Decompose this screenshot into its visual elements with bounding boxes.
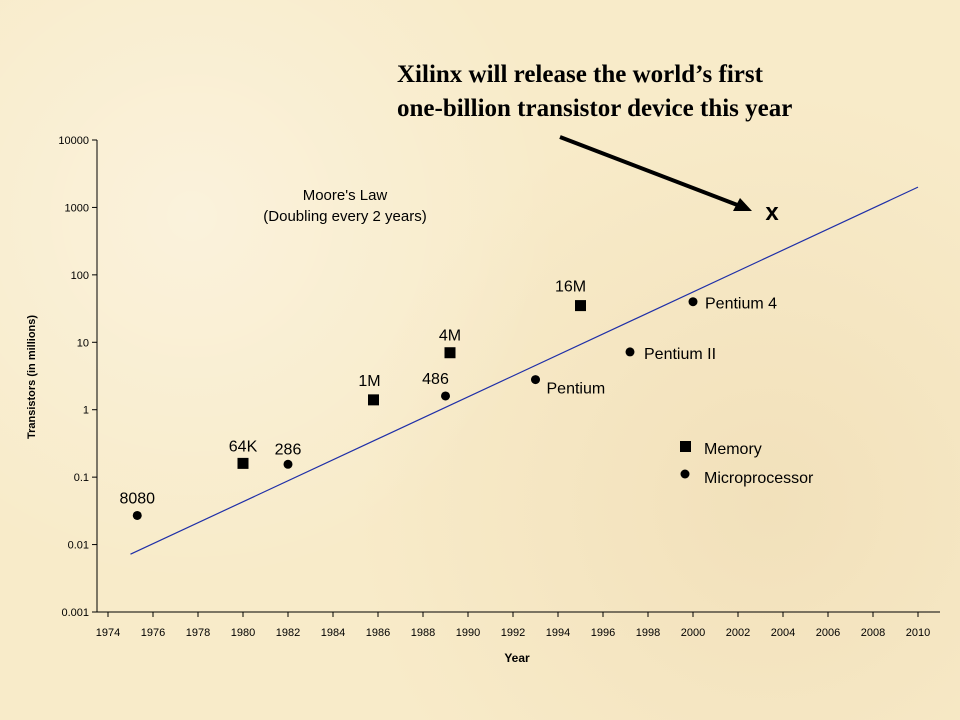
- x-tick-label: 2004: [771, 627, 795, 639]
- data-label: 286: [275, 441, 302, 458]
- y-tick-label: 1000: [65, 202, 89, 214]
- x-tick-label: 1982: [276, 627, 300, 639]
- x-tick-label: 1992: [501, 627, 525, 639]
- memory-point: [444, 347, 456, 359]
- data-labels: 64K 1M 4M 16M 8080 286 486 Pentium Pentium II Pen…: [119, 279, 777, 508]
- data-label: 1M: [358, 373, 380, 390]
- x-tick-label: 1998: [636, 627, 660, 639]
- microprocessor-point: [531, 375, 540, 385]
- chart-title: Moore's Law: [303, 187, 388, 204]
- y-tick-label: 0.01: [68, 540, 89, 552]
- headline: Xilinx will release the world’s first on…: [397, 58, 937, 126]
- data-marks: [132, 297, 698, 520]
- microprocessor-point: [283, 459, 293, 469]
- axes: [92, 139, 940, 617]
- y-tick-label: 0.001: [61, 607, 89, 619]
- x-tick-label: 1974: [96, 627, 120, 639]
- x-axis-label: Year: [504, 651, 530, 665]
- legend-memory-swatch: [680, 441, 691, 452]
- chart-subtitle: (Doubling every 2 years): [263, 208, 426, 225]
- projection-arrow: [559, 135, 752, 211]
- x-tick-label: 2002: [726, 627, 750, 639]
- legend-memory-label: Memory: [704, 441, 762, 458]
- data-label: 8080: [119, 490, 155, 507]
- x-tick-label: 1984: [321, 627, 345, 639]
- memory-point: [368, 394, 379, 406]
- microprocessor-point: [625, 347, 635, 357]
- x-tick-label: 1990: [456, 627, 480, 639]
- data-label: Pentium: [547, 381, 606, 398]
- projection-marker: x: [765, 199, 779, 226]
- x-tick-label: 1976: [141, 627, 165, 639]
- microprocessor-point: [132, 510, 142, 520]
- legend-microprocessor-swatch: [680, 469, 690, 479]
- y-tick-label: 10: [77, 337, 89, 349]
- y-axis-label: Transistors (in millions): [26, 315, 38, 439]
- y-tick-label: 100: [71, 270, 89, 282]
- x-tick-label: 1980: [231, 627, 255, 639]
- x-tick-label: 1994: [546, 627, 570, 639]
- data-label: 16M: [555, 279, 586, 296]
- x-tick-label: 1988: [411, 627, 435, 639]
- y-tick-label: 1: [83, 405, 89, 417]
- x-tick-label: 1978: [186, 627, 210, 639]
- headline-line-2: one-billion transistor device this year: [397, 95, 793, 122]
- microprocessor-point: [688, 297, 698, 307]
- data-label: 486: [422, 371, 449, 388]
- data-label: Pentium II: [644, 346, 716, 363]
- legend: Memory Microprocessor: [680, 441, 814, 487]
- data-label: 4M: [439, 328, 461, 345]
- x-tick-label: 2000: [681, 627, 705, 639]
- x-tick-label: 1986: [366, 627, 390, 639]
- x-tick-label: 2010: [906, 627, 930, 639]
- memory-point: [575, 300, 586, 312]
- tick-labels: 0.001 0.01 0.1 1 10 100 1000 10000 1974 1976 1978 1…: [58, 135, 930, 639]
- x-tick-label: 2006: [816, 627, 840, 639]
- data-label: Pentium 4: [705, 296, 777, 313]
- headline-line-1: Xilinx will release the world’s first: [397, 61, 763, 88]
- data-label: 64K: [229, 438, 258, 455]
- y-tick-label: 0.1: [74, 472, 89, 484]
- legend-microprocessor-label: Microprocessor: [704, 470, 814, 487]
- y-tick-label: 10000: [58, 135, 89, 147]
- trend-line: [130, 186, 919, 555]
- microprocessor-point: [441, 391, 450, 401]
- memory-point: [237, 457, 249, 469]
- x-tick-label: 2008: [861, 627, 885, 639]
- x-tick-label: 1996: [591, 627, 615, 639]
